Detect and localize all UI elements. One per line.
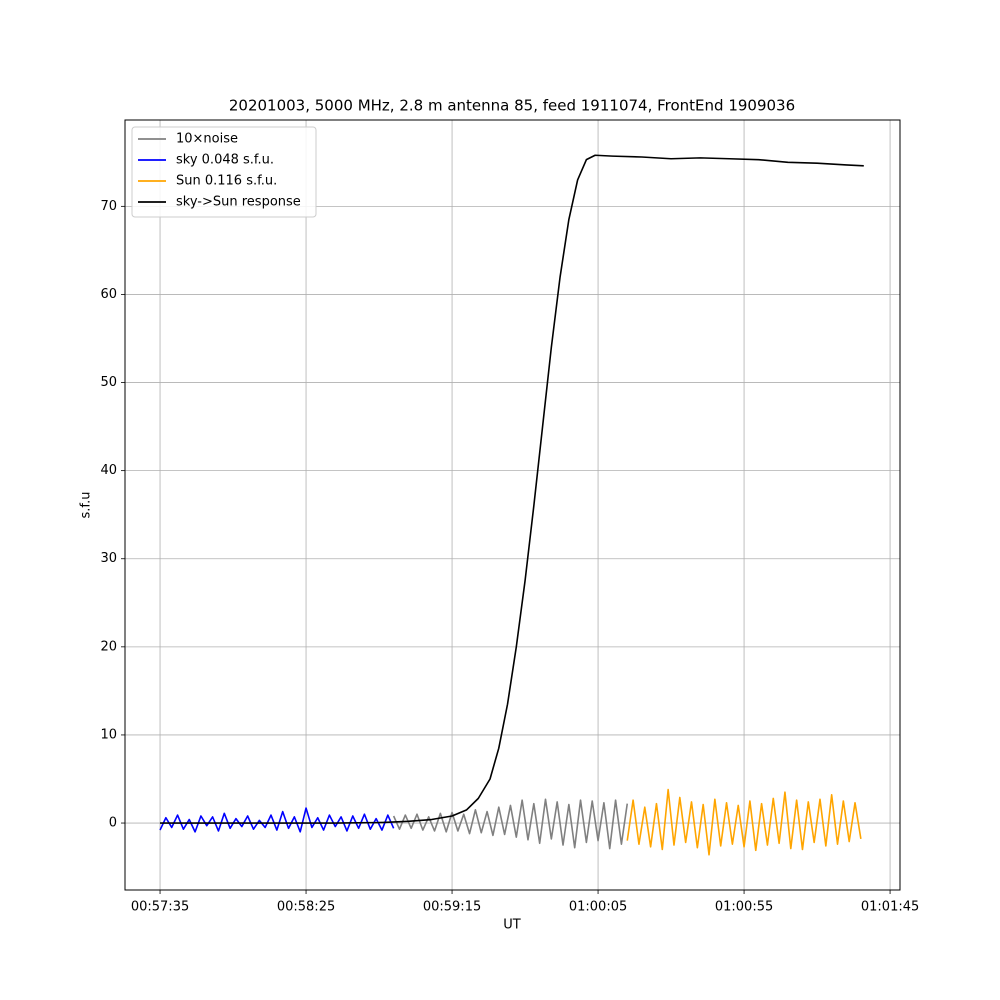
y-tick-label: 60: [100, 287, 117, 302]
x-axis-label: UT: [503, 918, 521, 933]
x-tick-label: 01:00:55: [715, 900, 773, 915]
series-line: [160, 154, 864, 824]
x-tick-label: 01:01:45: [861, 900, 919, 915]
y-tick-label: 0: [109, 816, 117, 831]
x-tick-label: 00:58:25: [277, 900, 335, 915]
series-line: [392, 798, 629, 850]
legend-label: 10×noise: [176, 132, 238, 147]
legend-box: [131, 126, 317, 218]
series-line: [159, 807, 395, 833]
chart-title: 20201003, 5000 MHz, 2.8 m antenna 85, fe…: [229, 97, 795, 115]
legend-label: sky->Sun response: [176, 195, 301, 210]
legend-label: sky 0.048 s.f.u.: [176, 153, 274, 168]
y-axis-label: s.f.u: [79, 492, 94, 519]
x-tick-label: 01:00:05: [569, 900, 627, 915]
y-tick-label: 10: [100, 727, 117, 742]
series-line: [626, 788, 862, 856]
axes-frame: [124, 119, 901, 891]
legend-label: Sun 0.116 s.f.u.: [176, 174, 277, 189]
y-tick-label: 40: [100, 463, 117, 478]
x-tick-label: 00:59:15: [423, 900, 481, 915]
y-tick-label: 50: [100, 375, 117, 390]
y-tick-label: 20: [100, 639, 117, 654]
y-tick-label: 30: [100, 551, 117, 566]
x-tick-label: 00:57:35: [131, 900, 189, 915]
y-tick-label: 70: [100, 199, 117, 214]
